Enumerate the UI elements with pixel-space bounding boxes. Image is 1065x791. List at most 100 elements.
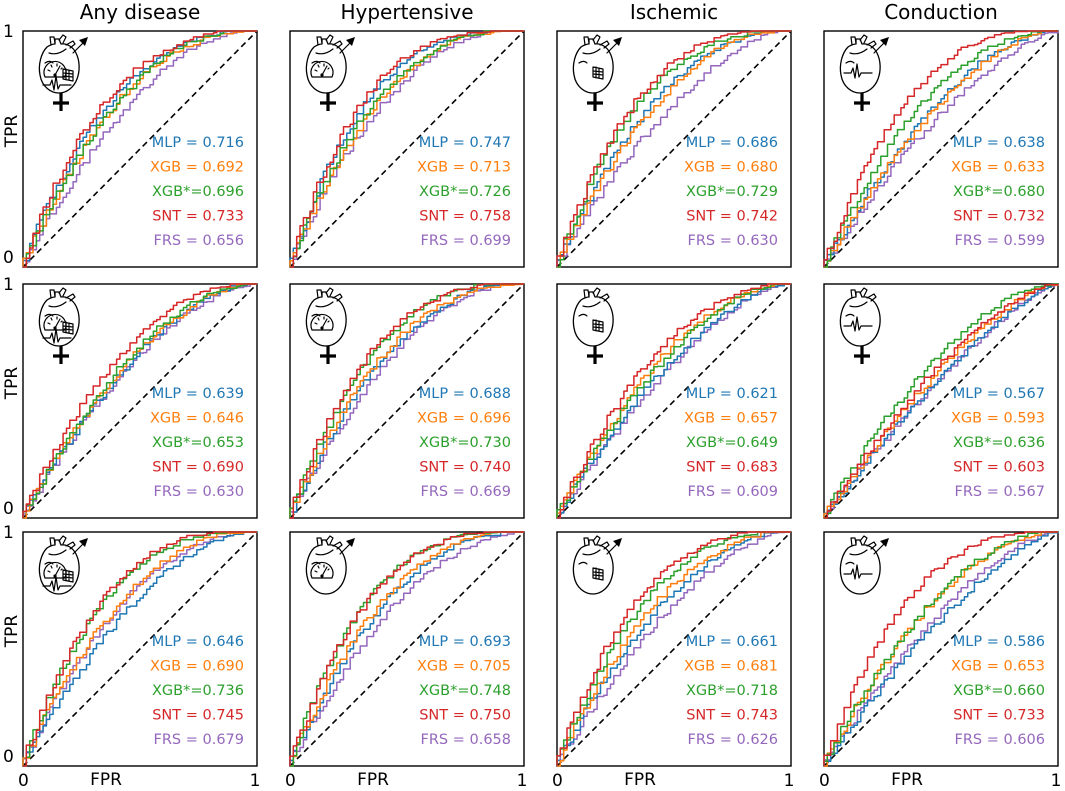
roc-curve-mlp — [22, 531, 258, 766]
chance-diagonal — [823, 283, 1059, 519]
auc-label-xgb-star: XGB*=0.660 — [953, 683, 1045, 699]
auc-label-mlp: MLP = 0.638 — [953, 135, 1045, 151]
roc-curve-xgb — [824, 531, 1058, 767]
heart-female-arrow-icon — [839, 34, 889, 111]
auc-label-xgb-star: XGB*=0.736 — [152, 683, 244, 699]
plot-frame — [289, 531, 525, 767]
auc-label-xgb: XGB = 0.692 — [150, 160, 244, 176]
x-tick-0: 0 — [18, 771, 29, 791]
auc-label-xgb: XGB = 0.653 — [951, 659, 1045, 675]
panel-r2-c4: MLP = 0.567 XGB = 0.593 XGB*=0.636 SNT = 0.… — [823, 283, 1059, 519]
roc-curve-frs — [289, 531, 524, 766]
chance-diagonal — [556, 283, 792, 519]
auc-label-frs: FRS = 0.658 — [421, 732, 512, 748]
auc-label-xgb: XGB = 0.657 — [684, 411, 778, 427]
plot-frame — [22, 531, 258, 767]
auc-label-frs: FRS = 0.699 — [421, 233, 512, 249]
y-tick-0: 0 — [3, 747, 14, 767]
x-axis-label: FPR — [90, 770, 122, 790]
heart-female-icon — [572, 287, 614, 364]
chance-diagonal — [556, 30, 792, 268]
auc-label-mlp: MLP = 0.661 — [686, 634, 778, 650]
auc-label-mlp: MLP = 0.567 — [953, 386, 1045, 402]
y-tick-1: 1 — [3, 523, 14, 543]
column-title-conduction: Conduction — [884, 0, 998, 24]
panel-r3-c3: MLP = 0.661 XGB = 0.681 XGB*=0.718 SNT = 0.… — [552, 531, 794, 791]
auc-label-xgb-star: XGB*=0.730 — [419, 435, 511, 451]
y-axis-label: TPR — [2, 115, 22, 149]
x-tick-1: 1 — [250, 771, 261, 791]
roc-curve-snt — [557, 283, 791, 519]
auc-label-snt: SNT = 0.758 — [419, 209, 511, 225]
roc-curve-xgb-star — [557, 30, 791, 268]
panel-r2-c3: MLP = 0.621 XGB = 0.657 XGB*=0.649 SNT = 0.… — [556, 283, 792, 519]
roc-curve-xgb-star — [23, 30, 257, 268]
chance-diagonal — [22, 30, 258, 268]
chance-diagonal — [289, 283, 525, 519]
auc-label-frs: FRS = 0.679 — [154, 732, 245, 748]
auc-label-frs: FRS = 0.630 — [688, 233, 779, 249]
roc-curve-frs — [289, 283, 524, 518]
roc-curve-xgb-star — [823, 531, 1058, 766]
roc-curve-frs — [23, 30, 257, 268]
plot-frame — [823, 30, 1059, 268]
auc-label-snt: SNT = 0.732 — [953, 209, 1045, 225]
chance-diagonal — [22, 283, 258, 519]
panel-r1-c2: MLP = 0.747 XGB = 0.713 XGB*=0.726 SNT = 0.… — [289, 30, 525, 268]
auc-label-xgb-star: XGB*=0.718 — [686, 683, 778, 699]
auc-label-frs: FRS = 0.609 — [688, 484, 779, 500]
plot-frame — [556, 30, 792, 268]
plot-frame — [823, 531, 1059, 767]
heart-arrow-icon — [572, 535, 622, 595]
auc-label-xgb: XGB = 0.646 — [150, 411, 244, 427]
auc-label-xgb: XGB = 0.713 — [417, 160, 511, 176]
chance-diagonal — [823, 30, 1059, 268]
heart-female-icon — [305, 287, 347, 364]
roc-curve-snt — [23, 531, 257, 767]
auc-label-snt: SNT = 0.745 — [152, 708, 244, 724]
auc-label-mlp: MLP = 0.586 — [953, 634, 1045, 650]
roc-curve-snt — [823, 30, 1058, 267]
x-axis-label: FPR — [891, 770, 923, 790]
auc-label-xgb-star: XGB*=0.726 — [419, 184, 511, 200]
auc-label-frs: FRS = 0.626 — [688, 732, 779, 748]
auc-label-mlp: MLP = 0.646 — [152, 634, 244, 650]
plot-frame — [556, 531, 792, 767]
auc-label-frs: FRS = 0.669 — [421, 484, 512, 500]
auc-label-mlp: MLP = 0.693 — [419, 634, 511, 650]
auc-label-snt: SNT = 0.750 — [419, 708, 511, 724]
roc-curve-snt — [556, 531, 791, 766]
heart-arrow-icon — [305, 535, 355, 595]
auc-label-snt: SNT = 0.683 — [686, 460, 778, 476]
y-tick-1: 1 — [3, 275, 14, 295]
panel-r2-c2: MLP = 0.688 XGB = 0.696 XGB*=0.730 SNT = 0.… — [289, 283, 525, 519]
heart-female-arrow-icon — [305, 34, 355, 111]
auc-label-frs: FRS = 0.630 — [154, 484, 245, 500]
roc-curve-mlp — [823, 283, 1059, 518]
y-tick-0: 0 — [3, 499, 14, 519]
panel-r2-c1: MLP = 0.639 XGB = 0.646 XGB*=0.653 SNT = 0.… — [2, 275, 258, 519]
roc-curve-xgb-star — [824, 30, 1058, 268]
panel-r1-c1: MLP = 0.716 XGB = 0.692 XGB*=0.696 SNT = 0.… — [2, 22, 258, 268]
y-axis-label: TPR — [2, 615, 22, 649]
x-tick-0: 0 — [285, 771, 296, 791]
roc-curve-snt — [22, 283, 257, 518]
x-tick-0: 0 — [552, 771, 563, 791]
chance-diagonal — [289, 30, 525, 268]
heart-female-arrow-icon — [572, 34, 622, 111]
auc-label-xgb-star: XGB*=0.748 — [419, 683, 511, 699]
auc-label-frs: FRS = 0.656 — [154, 233, 245, 249]
roc-curve-xgb — [824, 30, 1058, 268]
auc-label-mlp: MLP = 0.639 — [152, 386, 244, 402]
roc-curve-xgb-star — [22, 283, 257, 518]
roc-curve-xgb — [557, 30, 791, 268]
roc-curve-frs — [556, 531, 791, 766]
x-tick-1: 1 — [517, 771, 528, 791]
auc-label-snt: SNT = 0.733 — [152, 209, 244, 225]
plot-frame — [556, 283, 792, 519]
roc-curve-xgb — [290, 531, 524, 767]
chance-diagonal — [289, 531, 525, 767]
column-title-hypertensive: Hypertensive — [340, 0, 473, 24]
auc-label-mlp: MLP = 0.621 — [686, 386, 778, 402]
auc-label-xgb: XGB = 0.681 — [684, 659, 778, 675]
